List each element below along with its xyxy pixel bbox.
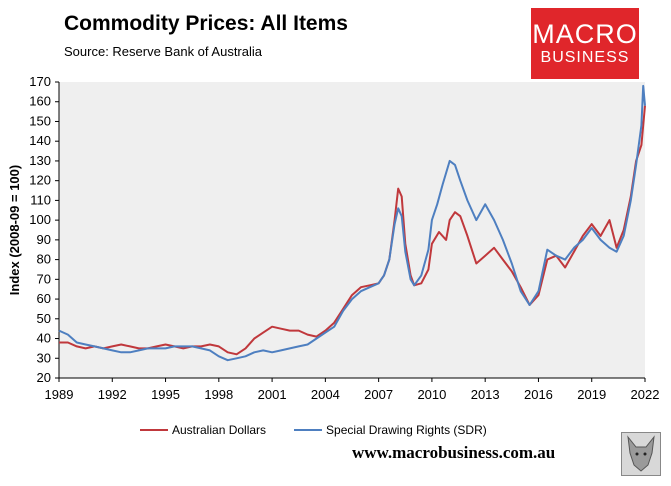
legend-swatch-sdr [294, 429, 323, 431]
y-tick-label: 100 [29, 212, 51, 227]
x-tick-label: 2007 [364, 387, 393, 402]
y-tick-label: 40 [37, 331, 51, 346]
x-tick-label: 2004 [311, 387, 340, 402]
x-tick-label: 2001 [258, 387, 287, 402]
y-tick-label: 110 [30, 192, 51, 207]
x-tick-label: 1995 [151, 387, 180, 402]
y-tick-label: 140 [29, 133, 51, 148]
series-line-sdr [58, 84, 646, 362]
x-tick-label: 2013 [471, 387, 500, 402]
website-url[interactable]: www.macrobusiness.com.au [352, 443, 556, 462]
y-tick-label: 160 [29, 94, 51, 109]
commodity-price-chart: 20 30 40 50 60 70 80 90 100 110 120 130 140 150 160 170… [7, 74, 660, 402]
y-tick-label: 20 [37, 370, 51, 385]
y-tick-label: 130 [29, 153, 51, 168]
legend-item-aud: Australian Dollars [140, 423, 266, 437]
x-tick-label: 2016 [524, 387, 553, 402]
y-tick-label: 170 [29, 74, 51, 89]
y-tick-label: 60 [37, 291, 51, 306]
y-tick-label: 120 [29, 173, 51, 188]
x-tick-label: 1998 [204, 387, 233, 402]
x-tick-label: 1989 [45, 387, 74, 402]
logo-line-2: BUSINESS [540, 49, 630, 66]
legend-label-aud: Australian Dollars [172, 423, 267, 437]
y-axis-label: Index (2008-09 = 100) [7, 165, 22, 295]
chart-legend: Australian Dollars Special Drawing Right… [140, 423, 515, 437]
chart-source: Source: Reserve Bank of Australia [64, 44, 262, 59]
legend-label-sdr: Special Drawing Rights (SDR) [326, 423, 487, 437]
x-tick-label: 2019 [577, 387, 606, 402]
y-tick-label: 50 [37, 311, 51, 326]
x-tick-label: 1992 [98, 387, 127, 402]
y-tick-label: 150 [29, 113, 51, 128]
plot-area [59, 82, 645, 378]
legend-item-sdr: Special Drawing Rights (SDR) [294, 423, 487, 437]
wolf-icon [621, 432, 661, 476]
chart-title: Commodity Prices: All Items [64, 12, 348, 35]
x-tick-label: 2010 [417, 387, 446, 402]
y-tick-label: 80 [37, 252, 51, 267]
macrobusiness-logo: MACRO BUSINESS [531, 8, 639, 79]
y-tick-label: 90 [37, 232, 51, 247]
legend-swatch-aud [140, 429, 168, 431]
x-tick-label: 2022 [631, 387, 660, 402]
logo-line-1: MACRO [532, 19, 638, 49]
y-tick-label: 70 [37, 271, 51, 286]
y-tick-label: 30 [37, 350, 51, 365]
